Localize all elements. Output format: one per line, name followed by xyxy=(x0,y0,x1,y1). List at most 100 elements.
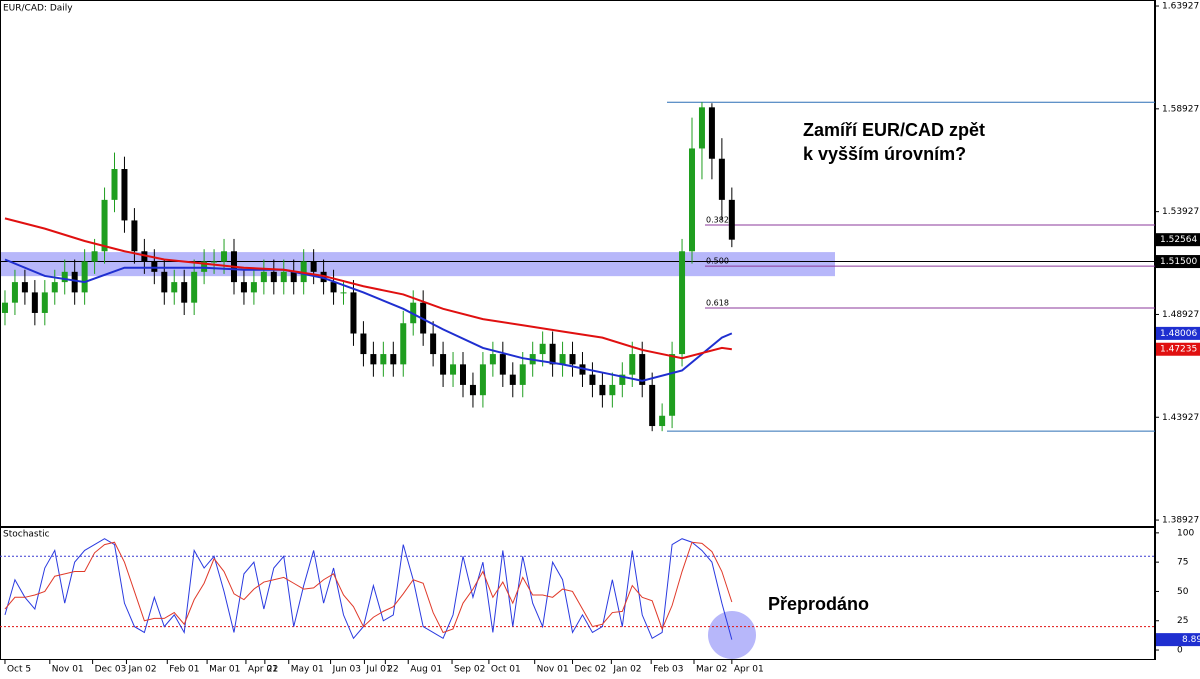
x-tick-label: 22 xyxy=(267,665,278,675)
x-tick-label: Jun 03 xyxy=(332,665,361,675)
y-tick-label: 1.58927 xyxy=(1162,104,1199,114)
candle-body xyxy=(669,354,676,416)
candle-body xyxy=(639,354,646,385)
candle-body xyxy=(91,251,98,262)
candle-body xyxy=(260,271,267,283)
candle-body xyxy=(21,282,28,293)
candle-body xyxy=(569,354,576,365)
candle-body xyxy=(41,292,48,313)
candle-body xyxy=(400,323,407,365)
x-tick-label: Dec 03 xyxy=(95,665,127,675)
y-tick-label: 1.53927 xyxy=(1162,207,1199,217)
candle-body xyxy=(61,271,68,283)
candle-body xyxy=(71,271,78,293)
highlight-circle xyxy=(708,611,756,659)
price-tag xyxy=(1156,326,1200,340)
x-tick-label: Sep 02 xyxy=(454,665,485,675)
price-tag-label: 1.51500 xyxy=(1160,257,1197,267)
stoch-panel-frame xyxy=(0,527,1155,660)
y-tick-label: 1.48927 xyxy=(1162,310,1199,320)
candle-body xyxy=(370,354,377,365)
support-zone xyxy=(1,252,835,277)
candle-body xyxy=(121,169,128,221)
annotation: k vyšším úrovním? xyxy=(803,144,966,164)
x-tick-label: Apr 01 xyxy=(734,665,764,675)
candle-body xyxy=(499,354,506,375)
x-tick-label: Jan 02 xyxy=(612,665,641,675)
candle-body xyxy=(300,261,307,283)
candle-body xyxy=(330,282,337,293)
candle-body xyxy=(629,354,636,375)
x-tick-label: Apr 01 xyxy=(248,665,278,675)
stoch-tag-label: 8.89 xyxy=(1182,635,1200,645)
main-panel-frame xyxy=(0,0,1155,527)
price-tag xyxy=(1156,255,1200,269)
x-tick-label: Mar 01 xyxy=(209,665,240,675)
candle-body xyxy=(240,282,247,293)
stoch-tag xyxy=(1156,633,1200,647)
candle-body xyxy=(111,169,118,200)
candle-body xyxy=(459,364,466,385)
candle-body xyxy=(191,271,198,303)
stoch-title-bg xyxy=(1,528,41,539)
candle-body xyxy=(519,364,526,385)
price-tag-label: 1.52564 xyxy=(1160,235,1197,245)
x-tick-label: Aug 01 xyxy=(410,665,442,675)
fib-label: 0.500 xyxy=(706,257,729,266)
candle-body xyxy=(659,415,666,427)
y-tick-label: 100 xyxy=(1177,528,1194,538)
candle-body xyxy=(579,364,586,375)
candle-body xyxy=(270,271,277,283)
price-tag-label: 1.48006 xyxy=(1160,329,1197,339)
candle-body xyxy=(161,271,168,293)
x-tick-label: Feb 03 xyxy=(653,665,683,675)
price-tag-label: 1.47235 xyxy=(1160,345,1197,355)
title-bg xyxy=(1,1,61,13)
moving-average xyxy=(4,217,732,360)
y-tick-label: 0 xyxy=(1177,646,1183,656)
candle-body xyxy=(290,271,297,283)
candle-body xyxy=(698,107,705,149)
candle-body xyxy=(101,199,108,252)
candle-body xyxy=(151,261,158,272)
candle-body xyxy=(31,292,38,313)
candle-body xyxy=(1,302,8,313)
candle-body xyxy=(380,354,387,365)
candle-body xyxy=(221,251,228,262)
candle-body xyxy=(430,333,437,355)
x-tick-label: Oct 01 xyxy=(491,665,521,675)
candle-body xyxy=(181,282,188,303)
x-tick-label: 22 xyxy=(387,665,398,675)
candle-body xyxy=(559,354,566,365)
y-tick-label: 25 xyxy=(1177,616,1188,626)
candle-body xyxy=(469,384,476,396)
annotation: Zamíří EUR/CAD zpět xyxy=(803,120,985,140)
candle-body xyxy=(718,158,725,200)
price-tag xyxy=(1156,342,1200,356)
candle-body xyxy=(211,261,218,263)
candle-body xyxy=(340,292,347,294)
candle-body xyxy=(11,282,18,303)
fib-label: 0.382 xyxy=(706,215,729,224)
candle-body xyxy=(728,199,735,240)
x-tick-label: Feb 01 xyxy=(169,665,199,675)
x-tick-label: Nov 01 xyxy=(52,665,84,675)
candle-body xyxy=(171,282,178,293)
x-tick-label: Oct 5 xyxy=(7,665,31,675)
moving-average xyxy=(4,258,733,382)
candle-body xyxy=(589,374,596,385)
x-tick-label: Jul 01 xyxy=(365,665,391,675)
candle-body xyxy=(51,282,58,293)
candle-body xyxy=(141,251,148,262)
stoch-line xyxy=(4,538,733,640)
x-tick-label: May 01 xyxy=(291,665,324,675)
candle-body xyxy=(689,148,696,252)
candle-body xyxy=(250,282,257,293)
candle-body xyxy=(350,292,357,334)
candle-body xyxy=(280,271,287,283)
candle-body xyxy=(708,107,715,159)
candle-body xyxy=(131,220,138,252)
chart-title: EUR/CAD: Daily xyxy=(3,4,73,14)
y-tick-label: 1.63927 xyxy=(1162,2,1199,12)
